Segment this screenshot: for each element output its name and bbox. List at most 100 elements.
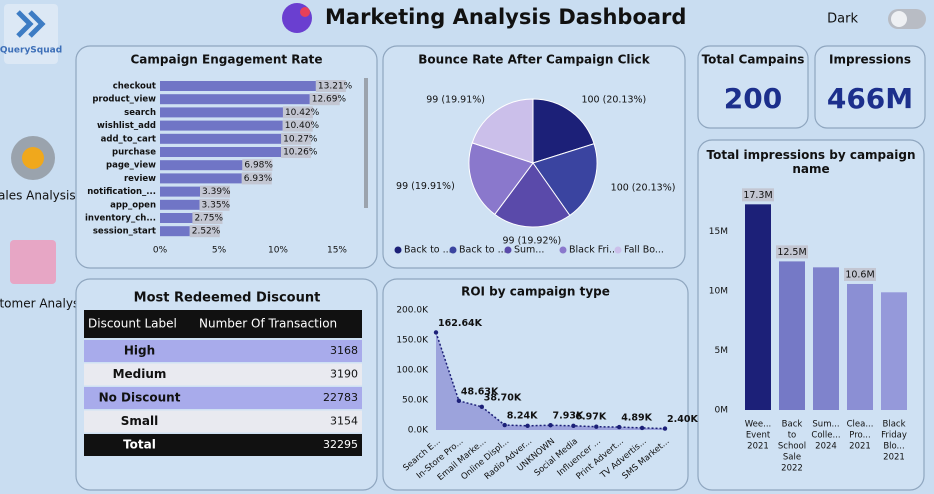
label-bg xyxy=(282,119,313,132)
title-icon xyxy=(282,3,312,33)
bar xyxy=(847,283,873,410)
sales-icon xyxy=(22,147,44,169)
x-tick-label: 5% xyxy=(212,246,227,256)
point xyxy=(662,426,668,431)
y-tick-label: page_view xyxy=(106,161,156,171)
x-tick-label: Colle... xyxy=(811,431,840,441)
data-label: 3.39% xyxy=(202,187,231,197)
y-tick-label: checkout xyxy=(113,82,156,92)
x-tick-label: 2021 xyxy=(883,453,905,463)
data-label: 4.89K xyxy=(621,413,652,424)
data-label: 6.93% xyxy=(244,174,273,184)
y-tick-label: 5M xyxy=(715,346,729,356)
bar xyxy=(745,204,771,410)
data-label: 2.75% xyxy=(194,214,223,224)
x-tick-label: Sale xyxy=(783,453,801,463)
data-label: 99 (19.91%) xyxy=(426,94,485,105)
label-bg xyxy=(742,188,774,202)
pie-slice xyxy=(532,98,595,164)
pie-slice xyxy=(468,142,534,216)
x-tick-label: 2024 xyxy=(815,442,837,452)
card-value: 200 xyxy=(724,82,782,115)
data-label: 6.97K xyxy=(575,411,606,422)
x-tick-label: 10% xyxy=(268,246,288,256)
data-label: 13.21% xyxy=(318,82,353,92)
data-label: 99 (19.92%) xyxy=(502,235,561,246)
toggle-label: Dark xyxy=(827,12,858,27)
legend-marker xyxy=(449,246,457,254)
y-tick-label: 10M xyxy=(709,287,728,297)
y-tick-label: inventory_ch... xyxy=(85,214,156,224)
nav-label: Sales Analysis xyxy=(0,189,76,203)
bar xyxy=(160,213,193,223)
label-bg xyxy=(199,198,230,211)
point xyxy=(571,423,576,429)
nav-customer[interactable]: Customer Analysis xyxy=(0,240,89,311)
y-tick-label: search xyxy=(124,108,156,118)
legend-marker xyxy=(614,246,622,254)
data-label: 8.24K xyxy=(507,411,538,422)
data-label: 10.40% xyxy=(285,121,320,131)
data-label: 12.69% xyxy=(312,95,347,105)
y-tick-label: 150.0K xyxy=(396,336,429,346)
cell: 3190 xyxy=(330,368,358,381)
data-label: 38.70K xyxy=(484,392,522,403)
data-label: 17.3M xyxy=(743,190,772,201)
data-label: 10.42% xyxy=(285,108,320,118)
table-header-bg xyxy=(84,310,362,338)
data-label: 6.98% xyxy=(244,161,273,171)
y-tick-label: session_start xyxy=(93,227,156,237)
label-bg xyxy=(189,225,220,238)
chart-title: Bounce Rate After Campaign Click xyxy=(418,53,650,67)
chart-title: ROI by campaign type xyxy=(461,285,610,299)
cell: Medium xyxy=(113,367,167,381)
legend-label: Black Fri... xyxy=(569,245,618,256)
column-header: Discount Label xyxy=(88,317,177,331)
data-label: 2.52% xyxy=(192,227,221,237)
x-tick-label: 2021 xyxy=(747,442,769,452)
table-row xyxy=(84,340,362,362)
nav-sales[interactable]: Sales Analysis xyxy=(0,136,76,203)
pie-slice xyxy=(494,162,571,228)
legend-label: Fall Bo... xyxy=(624,245,664,256)
chart-title: Total impressions by campaign name xyxy=(707,148,916,176)
point xyxy=(479,404,484,409)
table-row xyxy=(84,434,362,456)
point xyxy=(502,422,507,428)
cell: 22783 xyxy=(323,391,358,404)
bar xyxy=(160,107,283,118)
data-label: 10.6M xyxy=(845,269,874,280)
data-label: 99 (19.91%) xyxy=(396,181,455,192)
data-label: 48.63K xyxy=(461,386,499,397)
label-bg xyxy=(281,146,312,158)
cell: Small xyxy=(121,414,158,428)
data-label: 10.27% xyxy=(283,134,318,144)
legend-marker xyxy=(559,246,567,254)
y-tick-label: 15M xyxy=(709,227,728,237)
legend-label: Back to ... xyxy=(459,245,507,256)
data-label: 3.35% xyxy=(202,200,231,210)
data-label: 7.93K xyxy=(553,411,584,422)
x-tick-label: 2021 xyxy=(849,442,871,452)
card-label: Total Campains xyxy=(702,53,805,67)
customer-icon xyxy=(10,240,56,284)
bar xyxy=(160,120,283,131)
card-value: 466M xyxy=(827,82,913,115)
data-label: 100 (20.13%) xyxy=(611,183,676,194)
label-bg xyxy=(309,93,340,106)
data-label: 100 (20.13%) xyxy=(581,95,646,106)
label-bg xyxy=(315,80,346,92)
cell: No Discount xyxy=(99,391,181,405)
table-row xyxy=(84,410,362,433)
point xyxy=(594,424,599,429)
y-tick-label: 200.0K xyxy=(396,306,429,316)
table-row xyxy=(84,387,362,409)
bar xyxy=(881,292,907,410)
x-tick-label: Event xyxy=(746,431,771,441)
bar xyxy=(160,199,200,210)
panel xyxy=(814,45,926,129)
table-title: Most Redeemed Discount xyxy=(134,291,321,306)
x-tick-label: 0% xyxy=(153,246,168,256)
chart-title: Campaign Engagement Rate xyxy=(131,53,323,67)
